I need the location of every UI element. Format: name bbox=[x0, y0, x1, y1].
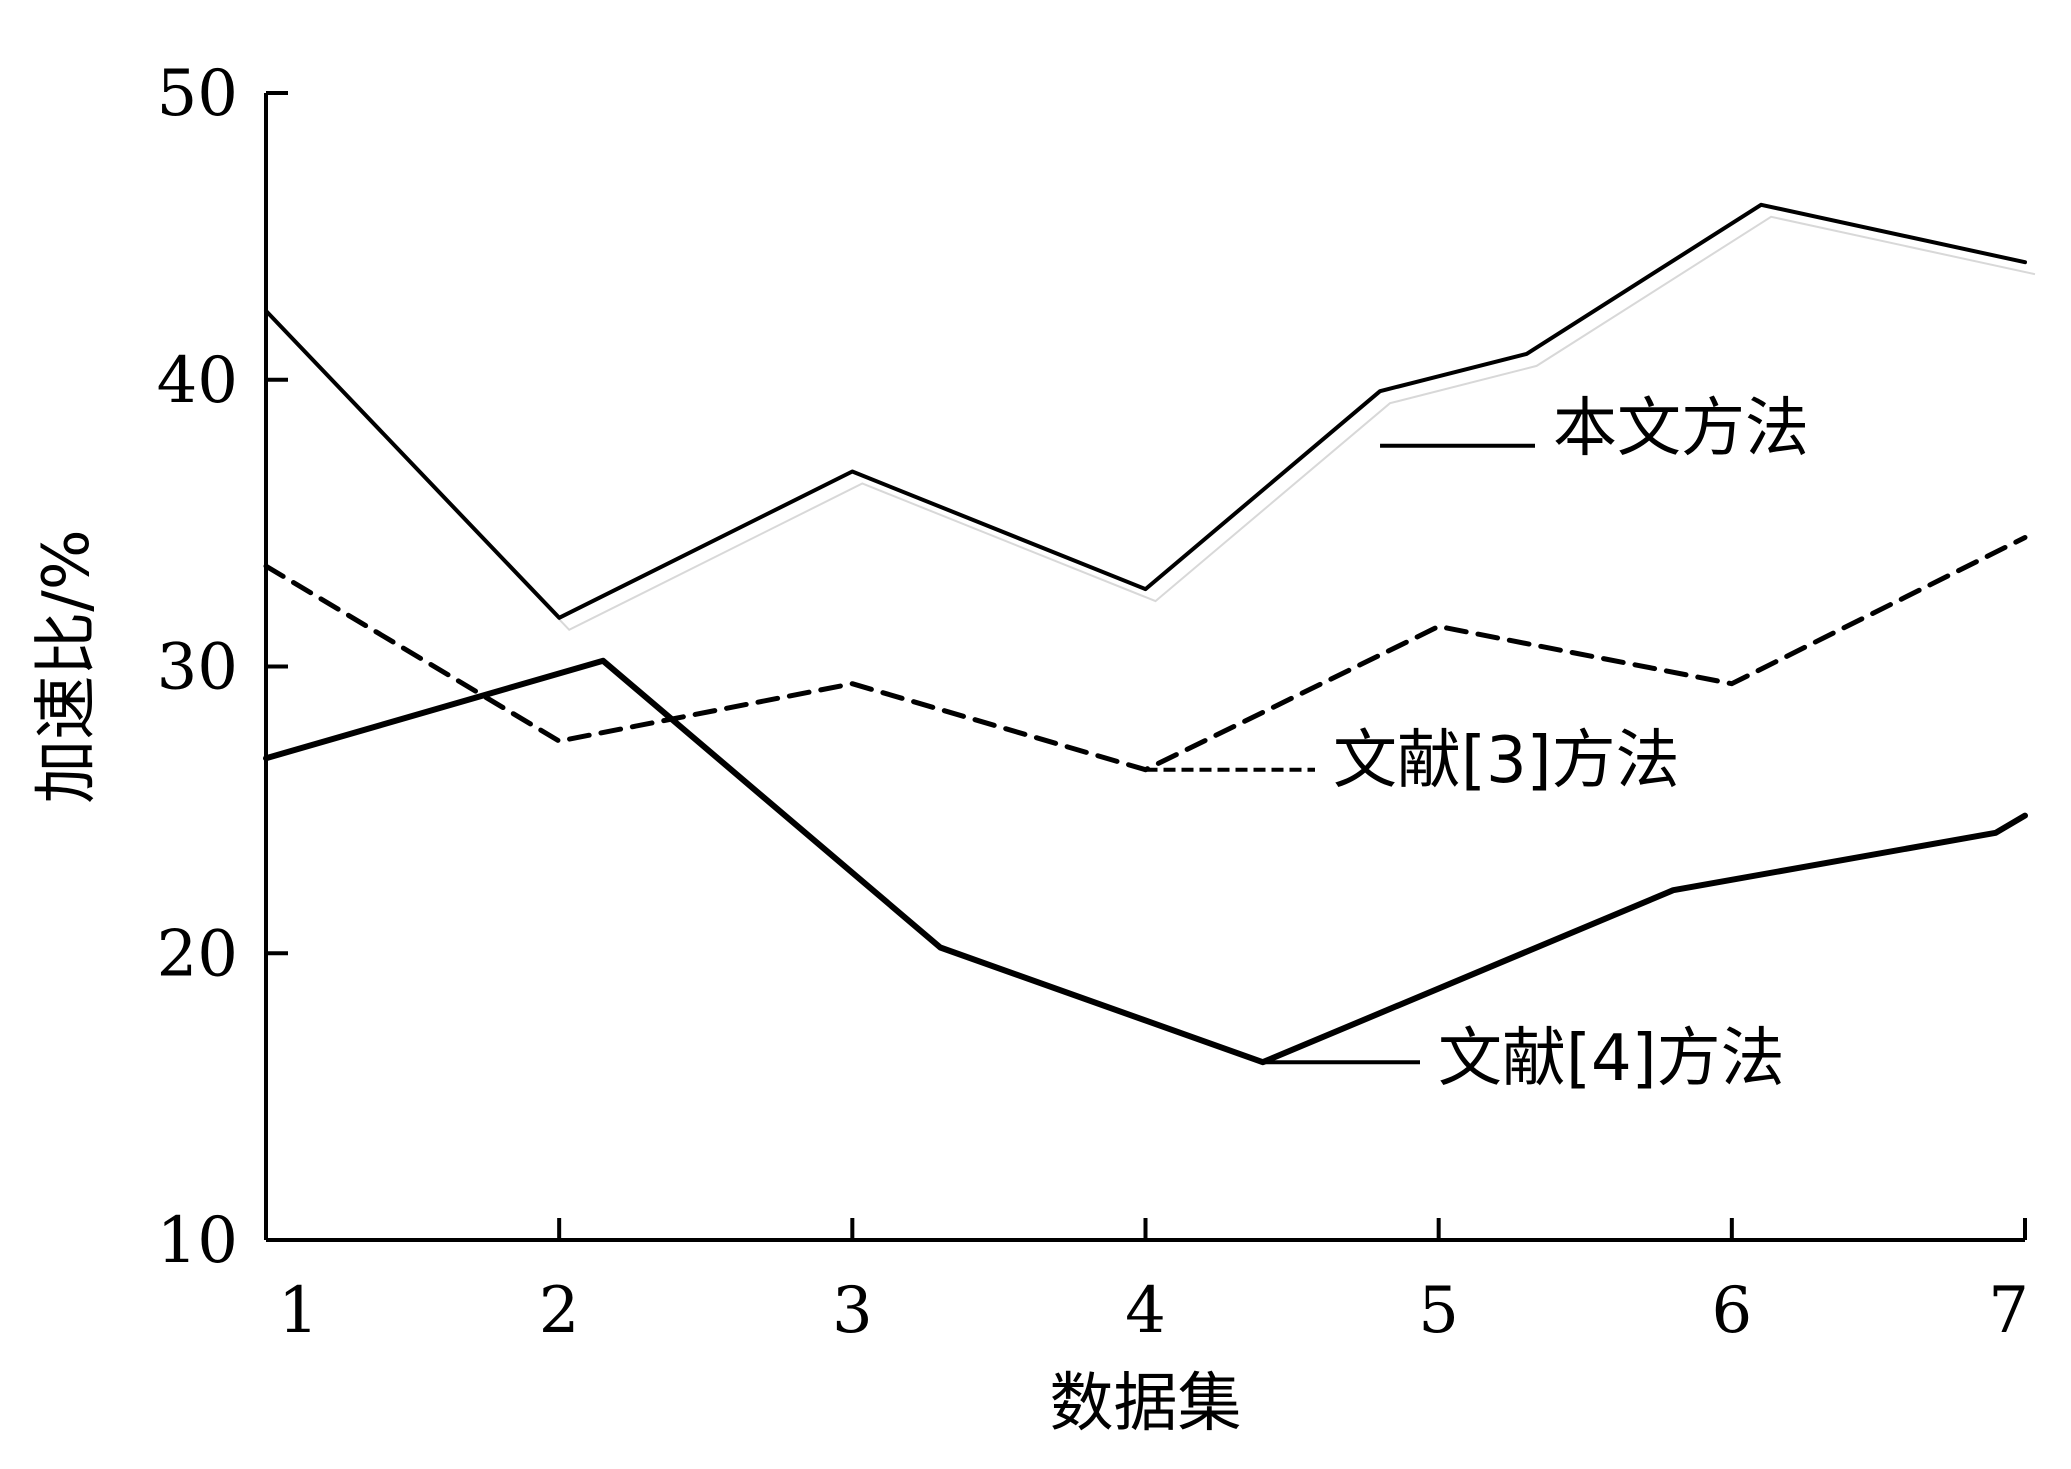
x-tick-label-1: 1 bbox=[278, 1274, 319, 1348]
y-axis-title: 加速比/% bbox=[30, 529, 104, 803]
y-tick-label-30: 30 bbox=[157, 631, 238, 705]
series-group bbox=[263, 202, 2036, 1066]
x-tick-label-6: 6 bbox=[1711, 1274, 1752, 1348]
y-tick-label-50: 50 bbox=[157, 57, 238, 131]
y-tick-label-20: 20 bbox=[157, 917, 238, 991]
x-tick-label-3: 3 bbox=[832, 1274, 873, 1348]
x-tick-label-4: 4 bbox=[1125, 1274, 1166, 1348]
series-line-1 bbox=[264, 202, 2027, 620]
y-tick-label-10: 10 bbox=[157, 1204, 238, 1278]
x-axis-title: 数据集 bbox=[1050, 1367, 1242, 1441]
series-label-1: 本文方法 bbox=[1553, 392, 1809, 466]
series-label-2: 文献[3]方法 bbox=[1333, 724, 1680, 798]
x-tick-label-2: 2 bbox=[539, 1274, 580, 1348]
x-tick-label-5: 5 bbox=[1418, 1274, 1459, 1348]
series-label-3: 文献[4]方法 bbox=[1438, 1022, 1785, 1096]
series-line-2 bbox=[263, 535, 2028, 773]
series-shadow bbox=[275, 215, 2036, 632]
y-tick-label-40: 40 bbox=[157, 344, 238, 418]
y-ticks: 10 20 30 40 50 bbox=[157, 57, 288, 1278]
x-tick-label-7: 7 bbox=[1988, 1274, 2029, 1348]
x-ticks: 1 2 3 4 5 6 7 bbox=[264, 1218, 2029, 1348]
